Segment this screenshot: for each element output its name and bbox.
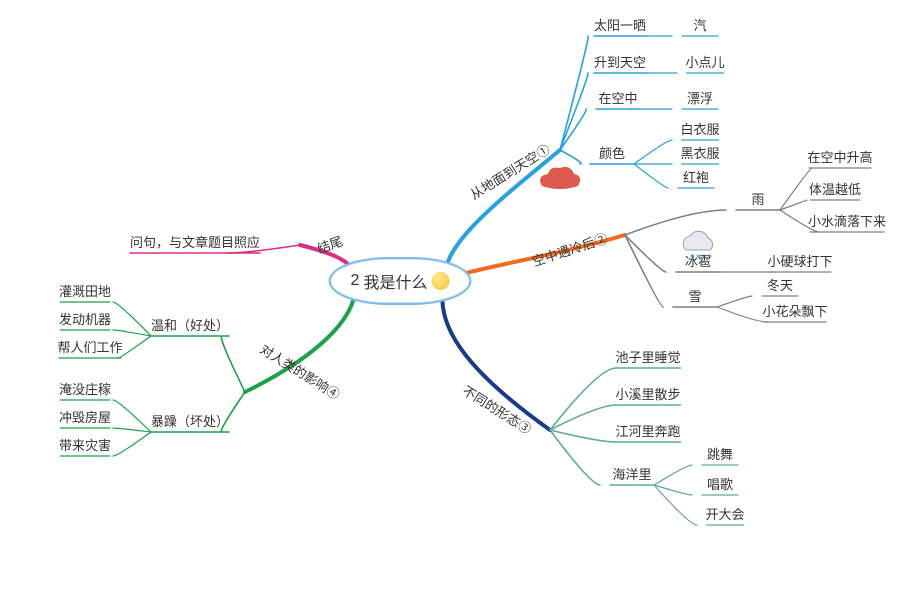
leaf-label: 冲毁房屋 [59, 407, 111, 428]
edge [654, 465, 692, 485]
leaf-label: 红袍 [683, 167, 709, 188]
child-label: 江河里奔跑 [615, 421, 680, 442]
edge [654, 485, 692, 495]
child-label: 在空中 [598, 88, 637, 109]
child-label: 升到天空 [594, 52, 646, 73]
leaf-label: 开大会 [705, 504, 744, 525]
edge [113, 432, 151, 456]
leaf-label: 体温越低 [809, 179, 861, 200]
child-label: 问句，与文章题目照应 [130, 232, 260, 253]
leaf-label: 带来灾害 [59, 435, 111, 456]
edge [550, 430, 616, 442]
leaf-label: 小点儿 [685, 52, 724, 73]
child-label: 雪 [688, 286, 701, 307]
leaf-label: 汽 [693, 15, 706, 36]
child-label: 小溪里散步 [615, 384, 680, 405]
edge [560, 36, 588, 150]
leaf-label: 冬天 [767, 275, 793, 296]
leaf-label: 小硬球打下 [767, 251, 832, 272]
edge [550, 430, 600, 485]
child-label: 暴躁（坏处） [151, 411, 229, 432]
child-label: 池子里睡觉 [615, 347, 680, 368]
edge [717, 296, 752, 307]
leaf-label: 帮人们工作 [57, 337, 122, 358]
edge [625, 235, 666, 272]
edge [560, 73, 588, 150]
center-label: 我是什么 [363, 269, 427, 293]
child-label: 温和（好处） [151, 315, 229, 336]
leaf-label: 小花朵飘下 [762, 301, 827, 322]
moon-icon [431, 272, 449, 290]
leaf-label: 灌溉田地 [59, 281, 111, 302]
edge [113, 428, 151, 432]
edge [118, 336, 151, 358]
center-node: 2 我是什么 [329, 257, 472, 305]
edge [634, 140, 672, 164]
child-label: 海洋里 [612, 464, 651, 485]
leaf-label: 黑衣服 [680, 143, 719, 164]
child-label: 颜色 [599, 143, 625, 164]
leaf-label: 在空中升高 [807, 147, 872, 168]
center-index: 2 [351, 272, 360, 290]
red-cloud-icon [540, 167, 580, 189]
leaf-label: 小水滴落下来 [808, 211, 886, 232]
edge [221, 336, 245, 392]
leaf-label: 白衣服 [680, 119, 719, 140]
leaf-label: 淹没庄稼 [59, 379, 111, 400]
leaf-label: 漂浮 [687, 88, 713, 109]
edge [634, 164, 668, 188]
edge [550, 368, 616, 430]
edge [113, 400, 151, 432]
leaf-label: 跳舞 [707, 444, 733, 465]
edge [560, 150, 581, 164]
leaf-label: 唱歌 [707, 474, 733, 495]
child-label: 雨 [751, 189, 764, 210]
edge [625, 235, 663, 307]
edge [625, 210, 726, 235]
edge [717, 307, 767, 322]
child-label: 太阳一晒 [594, 15, 646, 36]
leaf-label: 发动机器 [59, 309, 111, 330]
child-label: 冰雹 [685, 251, 711, 272]
